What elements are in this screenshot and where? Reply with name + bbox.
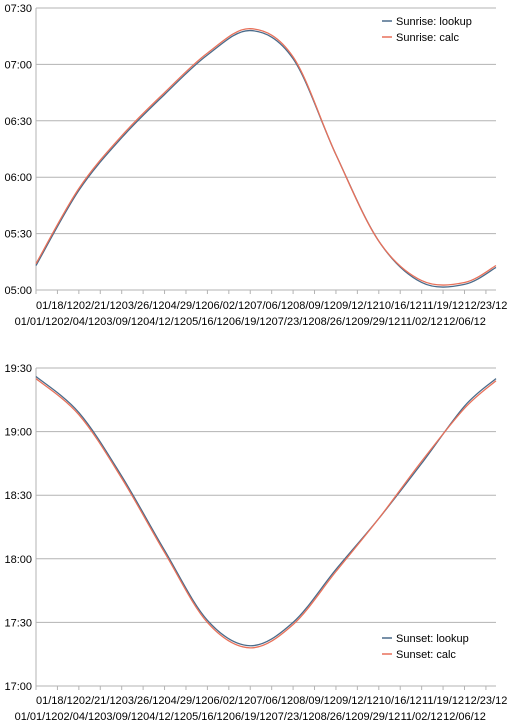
series-line-sunset-calc <box>35 378 497 649</box>
series-line-sunset-lookup <box>35 375 497 647</box>
x-tick-label: 06/19/12 <box>229 711 272 723</box>
x-axis: 01/01/12 02/04/12 03/09/12 04/12/12 05/16/12… <box>15 686 508 723</box>
y-tick-label: 19:00 <box>4 427 32 439</box>
x-tick-label: 08/09/12 <box>293 300 336 312</box>
x-tick-label: 08/26/12 <box>315 316 358 328</box>
x-tick-label: 03/09/12 <box>100 316 143 328</box>
legend-label: Sunset: calc <box>396 649 456 661</box>
x-tick-label: 07/23/12 <box>272 711 315 723</box>
y-tick-label: 18:00 <box>4 554 32 566</box>
x-tick-label: 03/09/12 <box>100 711 143 723</box>
x-tick-label: 02/21/12 <box>79 695 122 707</box>
y-tick-label: 19:30 <box>4 363 32 375</box>
x-tick-label: 12/23/12 <box>465 695 508 707</box>
x-tick-label: 09/29/12 <box>357 711 400 723</box>
x-tick-label: 12/23/12 <box>465 300 508 312</box>
legend: Sunrise: lookup Sunrise: calc <box>382 16 472 44</box>
x-tick-label: 09/12/12 <box>336 300 379 312</box>
x-tick-label: 01/01/12 <box>15 316 58 328</box>
series-group <box>35 375 497 649</box>
y-tick-label: 06:00 <box>4 172 32 184</box>
legend-label: Sunrise: calc <box>396 32 459 44</box>
x-tick-label: 12/06/12 <box>443 711 486 723</box>
x-tick-label: 06/19/12 <box>229 316 272 328</box>
y-tick-label: 17:30 <box>4 617 32 629</box>
series-line-sunrise-calc <box>35 28 497 286</box>
x-tick-label: 06/02/12 <box>207 695 250 707</box>
x-tick-label: 03/26/12 <box>122 300 165 312</box>
x-tick-label: 10/16/12 <box>379 695 422 707</box>
y-tick-label: 17:00 <box>4 681 32 693</box>
x-tick-label: 04/29/12 <box>165 300 208 312</box>
x-tick-label: 11/19/12 <box>422 300 464 312</box>
x-tick-label: 08/26/12 <box>315 711 358 723</box>
y-tick-label: 05:00 <box>4 285 32 297</box>
y-axis: 17:00 17:30 18:00 18:30 19:00 19:30 <box>4 363 32 693</box>
chart-background <box>0 0 511 340</box>
legend-label: Sunrise: lookup <box>396 16 472 28</box>
x-tick-label: 07/06/12 <box>250 300 293 312</box>
x-tick-label: 08/09/12 <box>293 695 336 707</box>
y-axis: 05:00 05:30 06:00 06:30 07:00 07:30 <box>4 3 32 297</box>
x-tick-label: 01/18/12 <box>36 300 79 312</box>
x-tick-label: 11/02/12 <box>401 711 443 723</box>
legend-label: Sunset: lookup <box>396 633 469 645</box>
x-tick-label: 03/26/12 <box>122 695 165 707</box>
legend: Sunset: lookup Sunset: calc <box>382 633 469 661</box>
x-tick-label: 04/12/12 <box>143 711 186 723</box>
x-axis: 01/01/12 02/04/12 03/09/12 04/12/12 05/16/12… <box>15 290 508 328</box>
chart-background <box>0 350 511 728</box>
x-tick-label: 01/18/12 <box>36 695 79 707</box>
x-tick-label: 05/16/12 <box>186 316 229 328</box>
x-tick-label: 09/12/12 <box>336 695 379 707</box>
x-tick-label: 07/06/12 <box>250 695 293 707</box>
x-tick-label: 11/19/12 <box>422 695 464 707</box>
plot-frame <box>35 368 496 687</box>
x-tick-label: 11/02/12 <box>401 316 443 328</box>
y-tick-label: 07:30 <box>4 3 32 15</box>
x-tick-label: 05/16/12 <box>186 711 229 723</box>
y-tick-label: 05:30 <box>4 229 32 241</box>
x-tick-label: 07/23/12 <box>272 316 315 328</box>
x-tick-label: 04/12/12 <box>143 316 186 328</box>
x-tick-label: 04/29/12 <box>165 695 208 707</box>
x-tick-label: 02/21/12 <box>79 300 122 312</box>
x-tick-label: 01/01/12 <box>15 711 58 723</box>
x-tick-label: 02/04/12 <box>57 316 100 328</box>
series-group <box>35 28 497 288</box>
x-tick-label: 09/29/12 <box>357 316 400 328</box>
plot-frame <box>35 8 496 291</box>
x-tick-label: 12/06/12 <box>443 316 486 328</box>
x-tick-label: 02/04/12 <box>57 711 100 723</box>
y-tick-label: 18:30 <box>4 490 32 502</box>
series-line-sunrise-lookup <box>35 29 497 288</box>
y-tick-label: 07:00 <box>4 59 32 71</box>
x-tick-label: 10/16/12 <box>379 300 422 312</box>
y-tick-label: 06:30 <box>4 116 32 128</box>
x-tick-label: 06/02/12 <box>207 300 250 312</box>
